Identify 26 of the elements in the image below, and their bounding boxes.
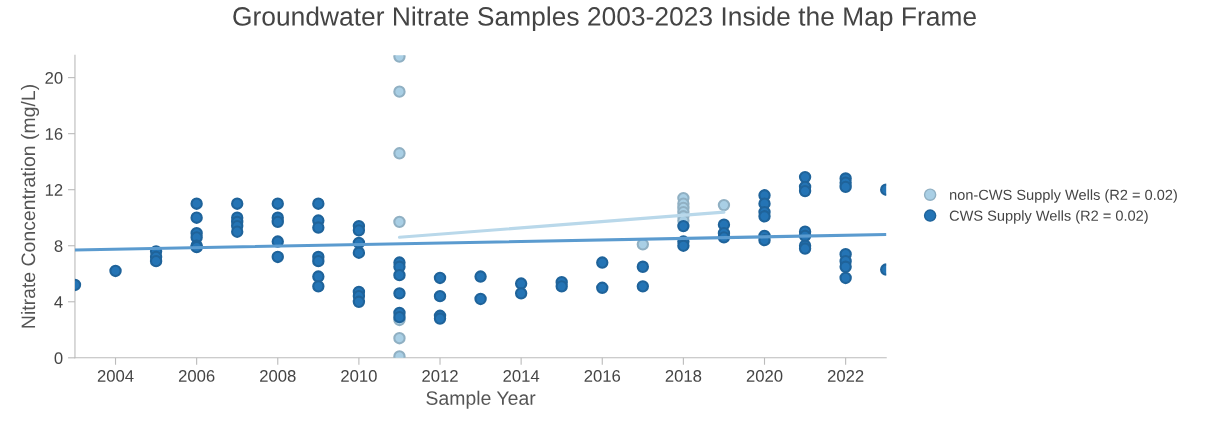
y-axis-title: Nitrate Concentration (mg/L): [20, 85, 40, 328]
y-tick-label: 16: [45, 128, 63, 140]
x-tick-label: 2010: [341, 370, 377, 382]
x-tick-label: 2014: [503, 370, 540, 382]
point: [717, 198, 731, 212]
legend-label: non-CWS Supply Wells (R2 = 0.02): [950, 189, 1177, 203]
y-tick-label: 12: [45, 184, 63, 196]
x-tick-label: 2006: [178, 370, 215, 382]
x-axis-title: Sample Year: [426, 390, 536, 409]
point: [393, 85, 406, 98]
x-tick-label: 2012: [422, 370, 458, 382]
y-tick-label: 20: [45, 72, 63, 84]
x-tick-label: 2016: [584, 370, 621, 382]
x-tick-label: 2018: [665, 370, 702, 382]
point: [393, 332, 406, 345]
y-tick-label: 4: [54, 296, 63, 308]
x-tick-label: 2008: [260, 370, 296, 382]
legend-label: CWS Supply Wells (R2 = 0.02): [949, 210, 1148, 224]
x-tick-label: 2020: [746, 370, 783, 382]
y-tick-label: 8: [54, 240, 63, 252]
y-tick-label: 0: [54, 352, 63, 365]
chart-title: Groundwater Nitrate Samples 2003-2023 Inside the Map Frame: [233, 6, 976, 32]
x-tick-label: 2004: [97, 370, 134, 382]
x-tick-label: 2022: [827, 370, 864, 382]
point: [393, 147, 406, 160]
point: [393, 215, 406, 229]
